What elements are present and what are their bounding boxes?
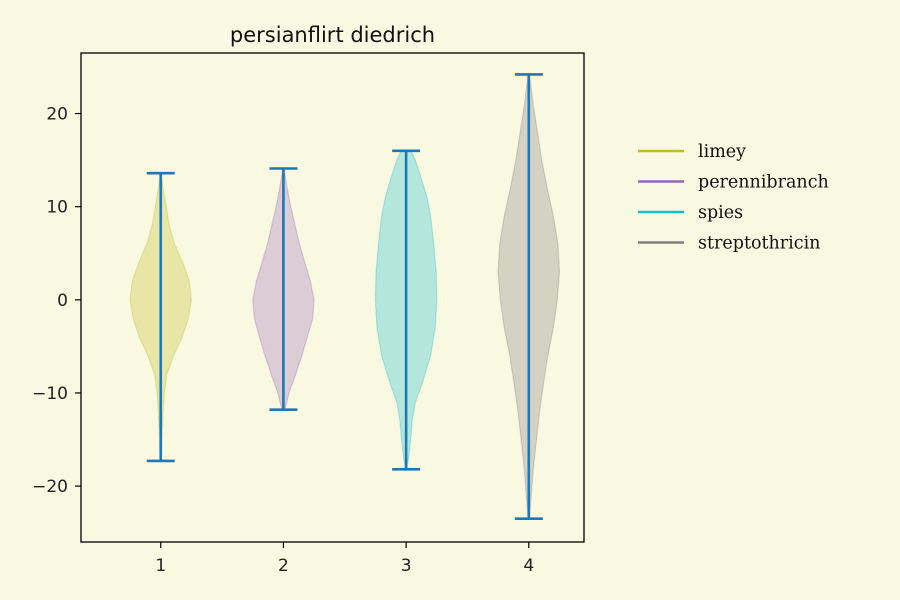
y-tick-label: 10	[46, 198, 68, 218]
x-tick-label: 1	[155, 556, 166, 576]
x-tick-label: 2	[278, 556, 289, 576]
x-tick-label: 4	[523, 556, 534, 576]
y-tick-label: −20	[32, 477, 68, 497]
legend-label-1: limey	[698, 142, 746, 162]
x-axis: 1 2 3 4	[155, 542, 534, 576]
legend-label-2: perennibranch	[698, 173, 829, 193]
legend-label-3: spies	[698, 203, 743, 223]
legend: limey perennibranch spies streptothricin	[638, 142, 829, 254]
y-tick-label: 0	[57, 291, 68, 311]
x-tick-label: 3	[401, 556, 412, 576]
whiskers	[146, 73, 543, 521]
y-tick-label: 20	[46, 105, 68, 125]
y-tick-label: −10	[32, 384, 68, 404]
chart-title: persianflirt diedrich	[230, 23, 435, 47]
y-axis: 20 10 0 −10 −20	[32, 105, 81, 497]
legend-label-4: streptothricin	[698, 234, 820, 254]
